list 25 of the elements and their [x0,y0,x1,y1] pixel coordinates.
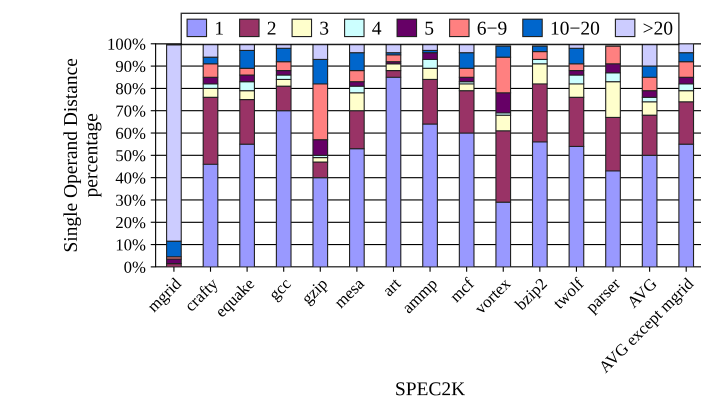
legend-label: 5 [425,22,434,35]
y-tick-label: 30% [116,194,146,206]
y-tick-label: 0% [124,262,146,273]
x-tick-label: gcc [270,279,294,304]
y-tick-label: 80% [116,83,146,94]
y-tick-label: 90% [116,60,146,72]
y-tick-label: 20% [116,216,146,228]
x-axis-title: SPEC2K [396,382,465,396]
x-tick-label: gzip [300,277,331,308]
legend-label: 6−9 [478,22,506,35]
legend-label: >20 [644,22,672,35]
x-tick-label: art [383,278,402,297]
legend-label: 2 [268,22,276,35]
y-tick-label: 10% [116,239,146,251]
y-tick-label: 70% [116,105,146,117]
legend-label: 10−20 [552,22,600,35]
y-axis-title: Single Operand Distance percentage [63,58,102,252]
y-tick-label: 100% [108,38,146,50]
legend-label: 3 [320,22,328,35]
y-tick-label: 40% [116,172,146,184]
legend-label: 4 [372,22,382,35]
y-tick-label: 60% [116,128,146,140]
x-tick-label: mcf [448,276,475,303]
y-tick-label: 50% [116,150,146,162]
legend-label: 1 [216,22,223,35]
